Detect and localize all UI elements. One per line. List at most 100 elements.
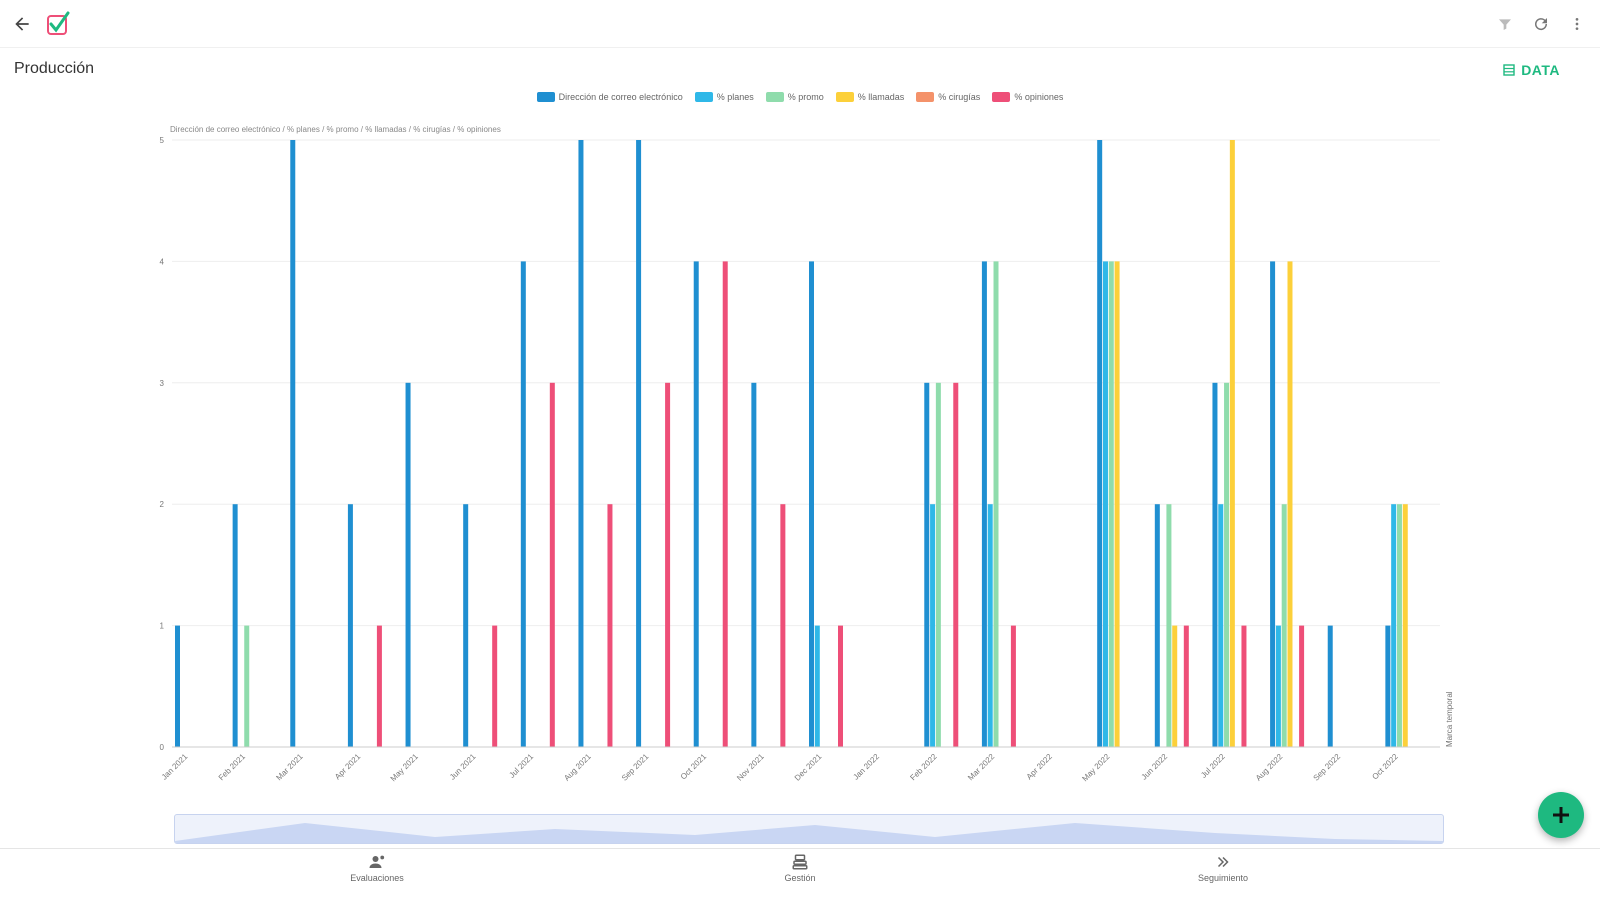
x-tick-label: Jul 2022 — [1199, 752, 1227, 780]
more-button[interactable] — [1566, 13, 1588, 35]
bar — [1396, 504, 1402, 747]
y-tick-label: 5 — [160, 136, 165, 145]
x-tick-label: Mar 2022 — [966, 752, 997, 783]
bar — [520, 261, 526, 747]
bar — [722, 261, 728, 747]
x-tick-label: Aug 2021 — [562, 752, 593, 783]
legend-swatch — [916, 92, 935, 102]
bar — [935, 382, 941, 747]
table-icon — [1503, 64, 1515, 76]
legend-label: % promo — [787, 92, 824, 102]
bar — [492, 625, 498, 747]
bar — [1270, 261, 1276, 747]
y-tick-label: 3 — [160, 379, 165, 388]
legend-item[interactable]: % planes — [694, 92, 754, 102]
bar — [1166, 504, 1172, 747]
x-tick-label: May 2021 — [389, 752, 421, 784]
chart-area: 0 1 2 3 4 5 Dirección de correo electrónico / … — [0, 110, 1600, 800]
bar — [347, 504, 353, 747]
bar — [607, 504, 613, 747]
bar — [1385, 625, 1391, 747]
bar — [1097, 140, 1103, 747]
bar — [1391, 504, 1397, 747]
x-tick-label: Sep 2022 — [1312, 752, 1343, 783]
bar — [693, 261, 699, 747]
bar — [993, 261, 999, 747]
chart-title: Dirección de correo electrónico / % plan… — [170, 125, 501, 134]
x-tick-label: Apr 2022 — [1025, 752, 1055, 782]
bar — [1212, 382, 1218, 747]
bar — [1154, 504, 1160, 747]
bar — [1299, 625, 1305, 747]
y-tick-label: 4 — [160, 257, 165, 266]
legend-label: % planes — [716, 92, 754, 102]
bar — [814, 625, 820, 747]
legend-label: % opiniones — [1014, 92, 1064, 102]
x-tick-label: Jan 2021 — [160, 752, 190, 782]
nav-item-gestion[interactable]: Gestión — [700, 853, 900, 883]
nav-item-seguimiento[interactable]: Seguimiento — [1123, 853, 1323, 883]
people-icon — [369, 855, 385, 868]
x-tick-label: Sep 2021 — [620, 752, 651, 783]
page-title: Producción — [14, 60, 95, 77]
x-tick-label: Mar 2021 — [274, 752, 305, 783]
bar — [809, 261, 814, 747]
bar — [1275, 625, 1281, 747]
legend-item[interactable]: % promo — [765, 92, 824, 102]
refresh-button[interactable] — [1530, 13, 1552, 35]
bar — [751, 382, 757, 747]
top-app-bar — [0, 0, 1600, 48]
nav-item-label: Seguimiento — [1197, 873, 1249, 883]
x-tick-label: Feb 2022 — [908, 752, 939, 783]
legend-swatch — [694, 92, 713, 102]
bar — [1114, 261, 1120, 747]
legend-label: % cirugías — [938, 92, 981, 102]
bar — [1241, 625, 1247, 747]
legend-item[interactable]: % cirugías — [916, 92, 980, 102]
legend-item[interactable]: Dirección de correo electrónico — [536, 92, 683, 102]
bar — [175, 625, 180, 747]
chevrons-icon — [1217, 856, 1229, 868]
nav-item-evaluaciones[interactable]: Evaluaciones — [277, 853, 477, 883]
data-button[interactable]: DATA — [1503, 62, 1560, 78]
x-tick-label: Feb 2021 — [217, 752, 248, 783]
filter-button[interactable] — [1494, 13, 1516, 35]
bar — [924, 382, 930, 747]
bar — [1010, 625, 1016, 747]
legend-label: % llamadas — [857, 92, 905, 102]
bar — [232, 504, 238, 747]
bar — [987, 504, 993, 747]
add-fab-button[interactable] — [1538, 792, 1584, 838]
x-tick-label: May 2022 — [1080, 752, 1112, 784]
x-tick-label: Apr 2021 — [333, 752, 363, 782]
back-button[interactable] — [8, 10, 36, 38]
more-vert-icon — [1575, 18, 1579, 30]
legend-label: Dirección de correo electrónico — [558, 92, 683, 102]
bar — [1218, 504, 1224, 747]
checkmark-logo-icon — [47, 11, 70, 35]
bar — [1102, 261, 1108, 747]
refresh-icon — [1535, 18, 1548, 31]
legend-item[interactable]: % llamadas — [835, 92, 905, 102]
nav-item-label: Gestión — [784, 873, 816, 883]
legend-swatch — [992, 92, 1011, 102]
bar — [1402, 504, 1408, 747]
chart-legend: Dirección de correo electrónico % planes%… — [0, 92, 1600, 102]
legend-item[interactable]: % opiniones — [992, 92, 1063, 102]
bar — [1229, 140, 1235, 747]
x-tick-label: Aug 2022 — [1254, 752, 1285, 783]
bar — [463, 504, 469, 747]
filter-icon — [1499, 19, 1511, 30]
bar — [1281, 504, 1287, 747]
bar — [1108, 261, 1114, 747]
bar — [838, 625, 843, 747]
y-tick-label: 0 — [160, 743, 165, 752]
bar — [1183, 625, 1189, 747]
nav-item-label: Evaluaciones — [350, 873, 404, 883]
bar — [636, 140, 642, 747]
data-button-label: DATA — [1521, 62, 1560, 78]
bottom-navigation: Evaluaciones Gestión Seguimiento — [0, 848, 1600, 900]
zoom-slider[interactable] — [174, 814, 1444, 844]
x-tick-label: Jun 2022 — [1140, 752, 1170, 782]
x-axis-label: Marca temporal — [1445, 691, 1454, 747]
